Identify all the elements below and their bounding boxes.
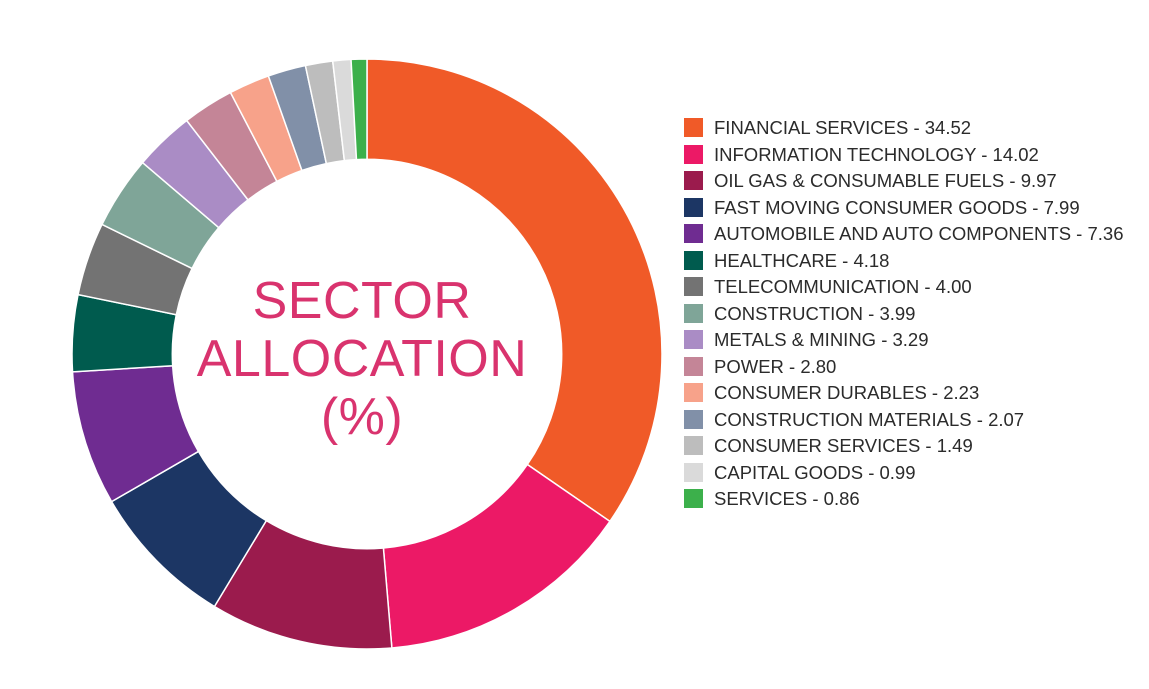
legend-label: METALS & MINING - 3.29 bbox=[714, 329, 929, 350]
legend-label: FINANCIAL SERVICES - 34.52 bbox=[714, 117, 972, 138]
legend-label: HEALTHCARE - 4.18 bbox=[714, 249, 890, 271]
legend-swatch bbox=[684, 436, 703, 455]
legend-item: CAPITAL GOODS - 0.99 bbox=[684, 461, 1134, 486]
legend-label: FAST MOVING CONSUMER GOODS - 7.99 bbox=[714, 196, 1080, 218]
chart-title-line-2: ALLOCATION bbox=[196, 330, 528, 388]
legend-swatch bbox=[684, 144, 703, 164]
legend-label: CONSUMER DURABLES - 2.23 bbox=[714, 382, 980, 403]
legend-label: CONSTRUCTION MATERIALS - 2.07 bbox=[714, 408, 1025, 430]
legend-swatch bbox=[684, 303, 703, 323]
legend-item: FAST MOVING CONSUMER GOODS - 7.99 bbox=[684, 196, 1134, 221]
legend-swatch bbox=[684, 409, 703, 429]
legend-swatch bbox=[684, 330, 703, 349]
chart-title-line-1: SECTOR bbox=[252, 272, 472, 330]
legend-label: CONSUMER SERVICES - 1.49 bbox=[714, 435, 973, 456]
legend-swatch bbox=[684, 224, 703, 243]
legend-item: SERVICES - 0.86 bbox=[684, 487, 1134, 512]
legend-item: TELECOMMUNICATION - 4.00 bbox=[684, 275, 1134, 300]
legend-label: CONSTRUCTION - 3.99 bbox=[714, 302, 916, 324]
legend-item: FINANCIAL SERVICES - 34.52 bbox=[684, 116, 1134, 141]
legend-swatch bbox=[684, 462, 703, 482]
chart-title-line-3: (%) bbox=[320, 388, 404, 446]
legend-item: HEALTHCARE - 4.18 bbox=[684, 249, 1134, 274]
legend-swatch bbox=[684, 197, 703, 217]
legend-label: OIL GAS & CONSUMABLE FUELS - 9.97 bbox=[714, 170, 1057, 191]
legend-item: OIL GAS & CONSUMABLE FUELS - 9.97 bbox=[684, 169, 1134, 194]
legend-swatch bbox=[684, 118, 703, 137]
chart-legend: FINANCIAL SERVICES - 34.52 INFORMATION TE… bbox=[684, 116, 1134, 514]
legend-item: METALS & MINING - 3.29 bbox=[684, 328, 1134, 353]
legend-item: INFORMATION TECHNOLOGY - 14.02 bbox=[684, 143, 1134, 168]
legend-swatch bbox=[684, 489, 703, 508]
legend-item: CONSTRUCTION MATERIALS - 2.07 bbox=[684, 408, 1134, 433]
legend-swatch bbox=[684, 250, 703, 270]
donut-slice-15 bbox=[350, 58, 368, 161]
legend-item: CONSUMER SERVICES - 1.49 bbox=[684, 434, 1134, 459]
legend-swatch bbox=[684, 171, 703, 190]
legend-label: POWER - 2.80 bbox=[714, 355, 837, 377]
donut-slices bbox=[71, 58, 663, 650]
legend-label: TELECOMMUNICATION - 4.00 bbox=[714, 276, 972, 297]
legend-label: INFORMATION TECHNOLOGY - 14.02 bbox=[714, 143, 1039, 165]
chart-title: SECTOR ALLOCATION (%) bbox=[167, 272, 557, 446]
legend-label: SERVICES - 0.86 bbox=[714, 488, 860, 509]
legend-swatch bbox=[684, 383, 703, 402]
legend-item: AUTOMOBILE AND AUTO COMPONENTS - 7.36 bbox=[684, 222, 1134, 247]
legend-item: POWER - 2.80 bbox=[684, 355, 1134, 380]
legend-item: CONSUMER DURABLES - 2.23 bbox=[684, 381, 1134, 406]
legend-swatch bbox=[684, 277, 703, 296]
legend-item: CONSTRUCTION - 3.99 bbox=[684, 302, 1134, 327]
legend-label: AUTOMOBILE AND AUTO COMPONENTS - 7.36 bbox=[714, 223, 1124, 244]
legend-swatch bbox=[684, 356, 703, 376]
donut-slice-1 bbox=[366, 58, 663, 523]
legend-label: CAPITAL GOODS - 0.99 bbox=[714, 461, 916, 483]
